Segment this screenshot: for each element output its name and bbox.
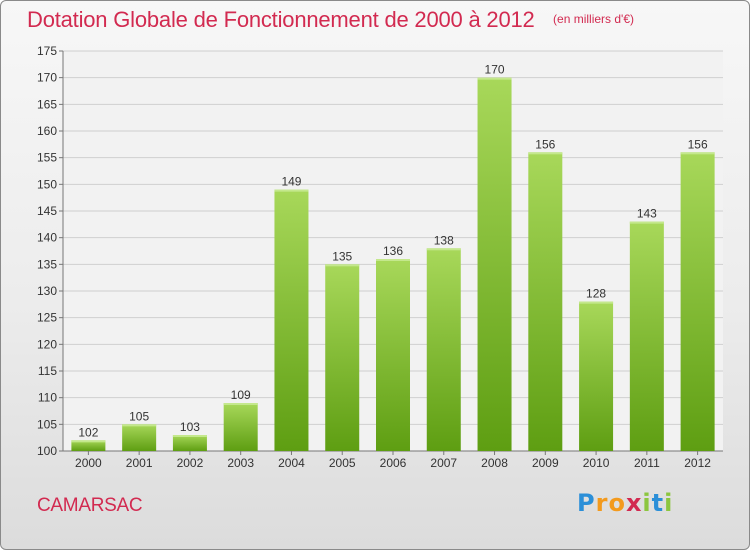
bar bbox=[172, 435, 207, 451]
data-label: 105 bbox=[129, 409, 149, 423]
data-label: 143 bbox=[637, 207, 657, 221]
bar bbox=[325, 264, 360, 451]
y-tick-label: 105 bbox=[37, 417, 57, 431]
bar-highlight bbox=[477, 77, 512, 80]
bar bbox=[376, 259, 410, 451]
logo-letter: x bbox=[625, 489, 643, 517]
y-tick-label: 125 bbox=[37, 311, 57, 325]
x-tick-label: 2003 bbox=[227, 456, 254, 470]
data-label: 128 bbox=[586, 287, 606, 301]
x-tick-label: 2004 bbox=[278, 456, 305, 470]
proxiti-logo: Proxiti bbox=[577, 489, 673, 517]
x-tick-label: 2012 bbox=[684, 456, 711, 470]
y-tick-label: 175 bbox=[37, 44, 57, 58]
bar-highlight bbox=[629, 221, 664, 224]
data-label: 170 bbox=[485, 63, 505, 77]
data-label: 149 bbox=[281, 175, 301, 189]
bar-highlight bbox=[71, 440, 106, 443]
x-tick-label: 2007 bbox=[430, 456, 457, 470]
data-label: 156 bbox=[688, 137, 708, 151]
y-tick-label: 160 bbox=[37, 124, 57, 138]
chart-title: Dotation Globale de Fonctionnement de 20… bbox=[27, 7, 535, 32]
y-tick-label: 110 bbox=[38, 391, 57, 405]
logo-letter: r bbox=[595, 489, 609, 517]
bar-highlight bbox=[223, 403, 258, 405]
y-tick-label: 170 bbox=[37, 71, 57, 85]
data-label: 102 bbox=[78, 425, 98, 439]
x-tick-label: 2008 bbox=[481, 456, 508, 470]
bar bbox=[426, 248, 461, 451]
commune-name: CAMARSAC bbox=[37, 495, 143, 516]
data-labels: 102 105 103 109 149 135 136 138 170 156 128 143 156 bbox=[78, 63, 708, 440]
y-tick-label: 135 bbox=[37, 257, 57, 271]
bar-highlight bbox=[376, 259, 410, 261]
logo-letter: o bbox=[608, 489, 626, 517]
data-label: 138 bbox=[434, 233, 454, 247]
x-tick-label: 2006 bbox=[380, 456, 407, 470]
y-tick-label: 115 bbox=[38, 364, 57, 378]
logo-letter: i bbox=[642, 489, 652, 517]
bar-highlight bbox=[680, 152, 715, 155]
x-tick-label: 2009 bbox=[532, 456, 559, 470]
data-label: 156 bbox=[535, 137, 555, 151]
y-tick-label: 130 bbox=[37, 284, 57, 298]
x-tick-label: 2011 bbox=[634, 456, 660, 470]
tick-labels: 100 105 110 115 120 125 130 135 140 145 150 155 160 1… bbox=[37, 44, 711, 470]
y-tick-label: 155 bbox=[37, 151, 57, 165]
bar bbox=[680, 152, 715, 452]
x-tick-label: 2002 bbox=[177, 456, 204, 470]
logo-letter: i bbox=[664, 489, 674, 517]
bar bbox=[629, 221, 664, 451]
y-tick-label: 165 bbox=[37, 97, 57, 111]
logo-letter: P bbox=[577, 489, 596, 517]
bar bbox=[122, 424, 157, 451]
y-tick-label: 140 bbox=[37, 231, 57, 245]
bar bbox=[71, 440, 106, 451]
x-tick-label: 2005 bbox=[329, 456, 356, 470]
bar bbox=[477, 77, 512, 452]
y-tick-label: 100 bbox=[37, 444, 57, 458]
logo-letter: t bbox=[651, 489, 665, 517]
data-label: 103 bbox=[180, 420, 200, 434]
y-tick-label: 145 bbox=[37, 204, 57, 218]
y-tick-label: 120 bbox=[37, 337, 57, 351]
y-tick-label: 150 bbox=[37, 177, 57, 191]
bar-highlight bbox=[325, 264, 360, 267]
x-tick-label: 2000 bbox=[75, 456, 102, 470]
bar bbox=[274, 189, 309, 451]
bar-highlight bbox=[426, 248, 461, 251]
bar-highlight bbox=[172, 435, 207, 437]
bar-highlight bbox=[274, 189, 309, 192]
data-label: 136 bbox=[383, 244, 403, 258]
bar-highlight bbox=[528, 152, 563, 155]
data-label: 135 bbox=[332, 249, 352, 263]
bar bbox=[528, 152, 563, 452]
x-tick-label: 2010 bbox=[583, 456, 610, 470]
bar-highlight bbox=[579, 301, 614, 304]
bar bbox=[223, 403, 258, 451]
title-row: Dotation Globale de Fonctionnement de 20… bbox=[27, 7, 634, 33]
chart-unit: (en milliers d'€) bbox=[553, 12, 635, 26]
bars bbox=[71, 77, 715, 452]
x-tick-label: 2001 bbox=[126, 456, 153, 470]
bar-highlight bbox=[122, 424, 157, 427]
bar bbox=[579, 301, 614, 451]
data-label: 109 bbox=[231, 388, 251, 402]
